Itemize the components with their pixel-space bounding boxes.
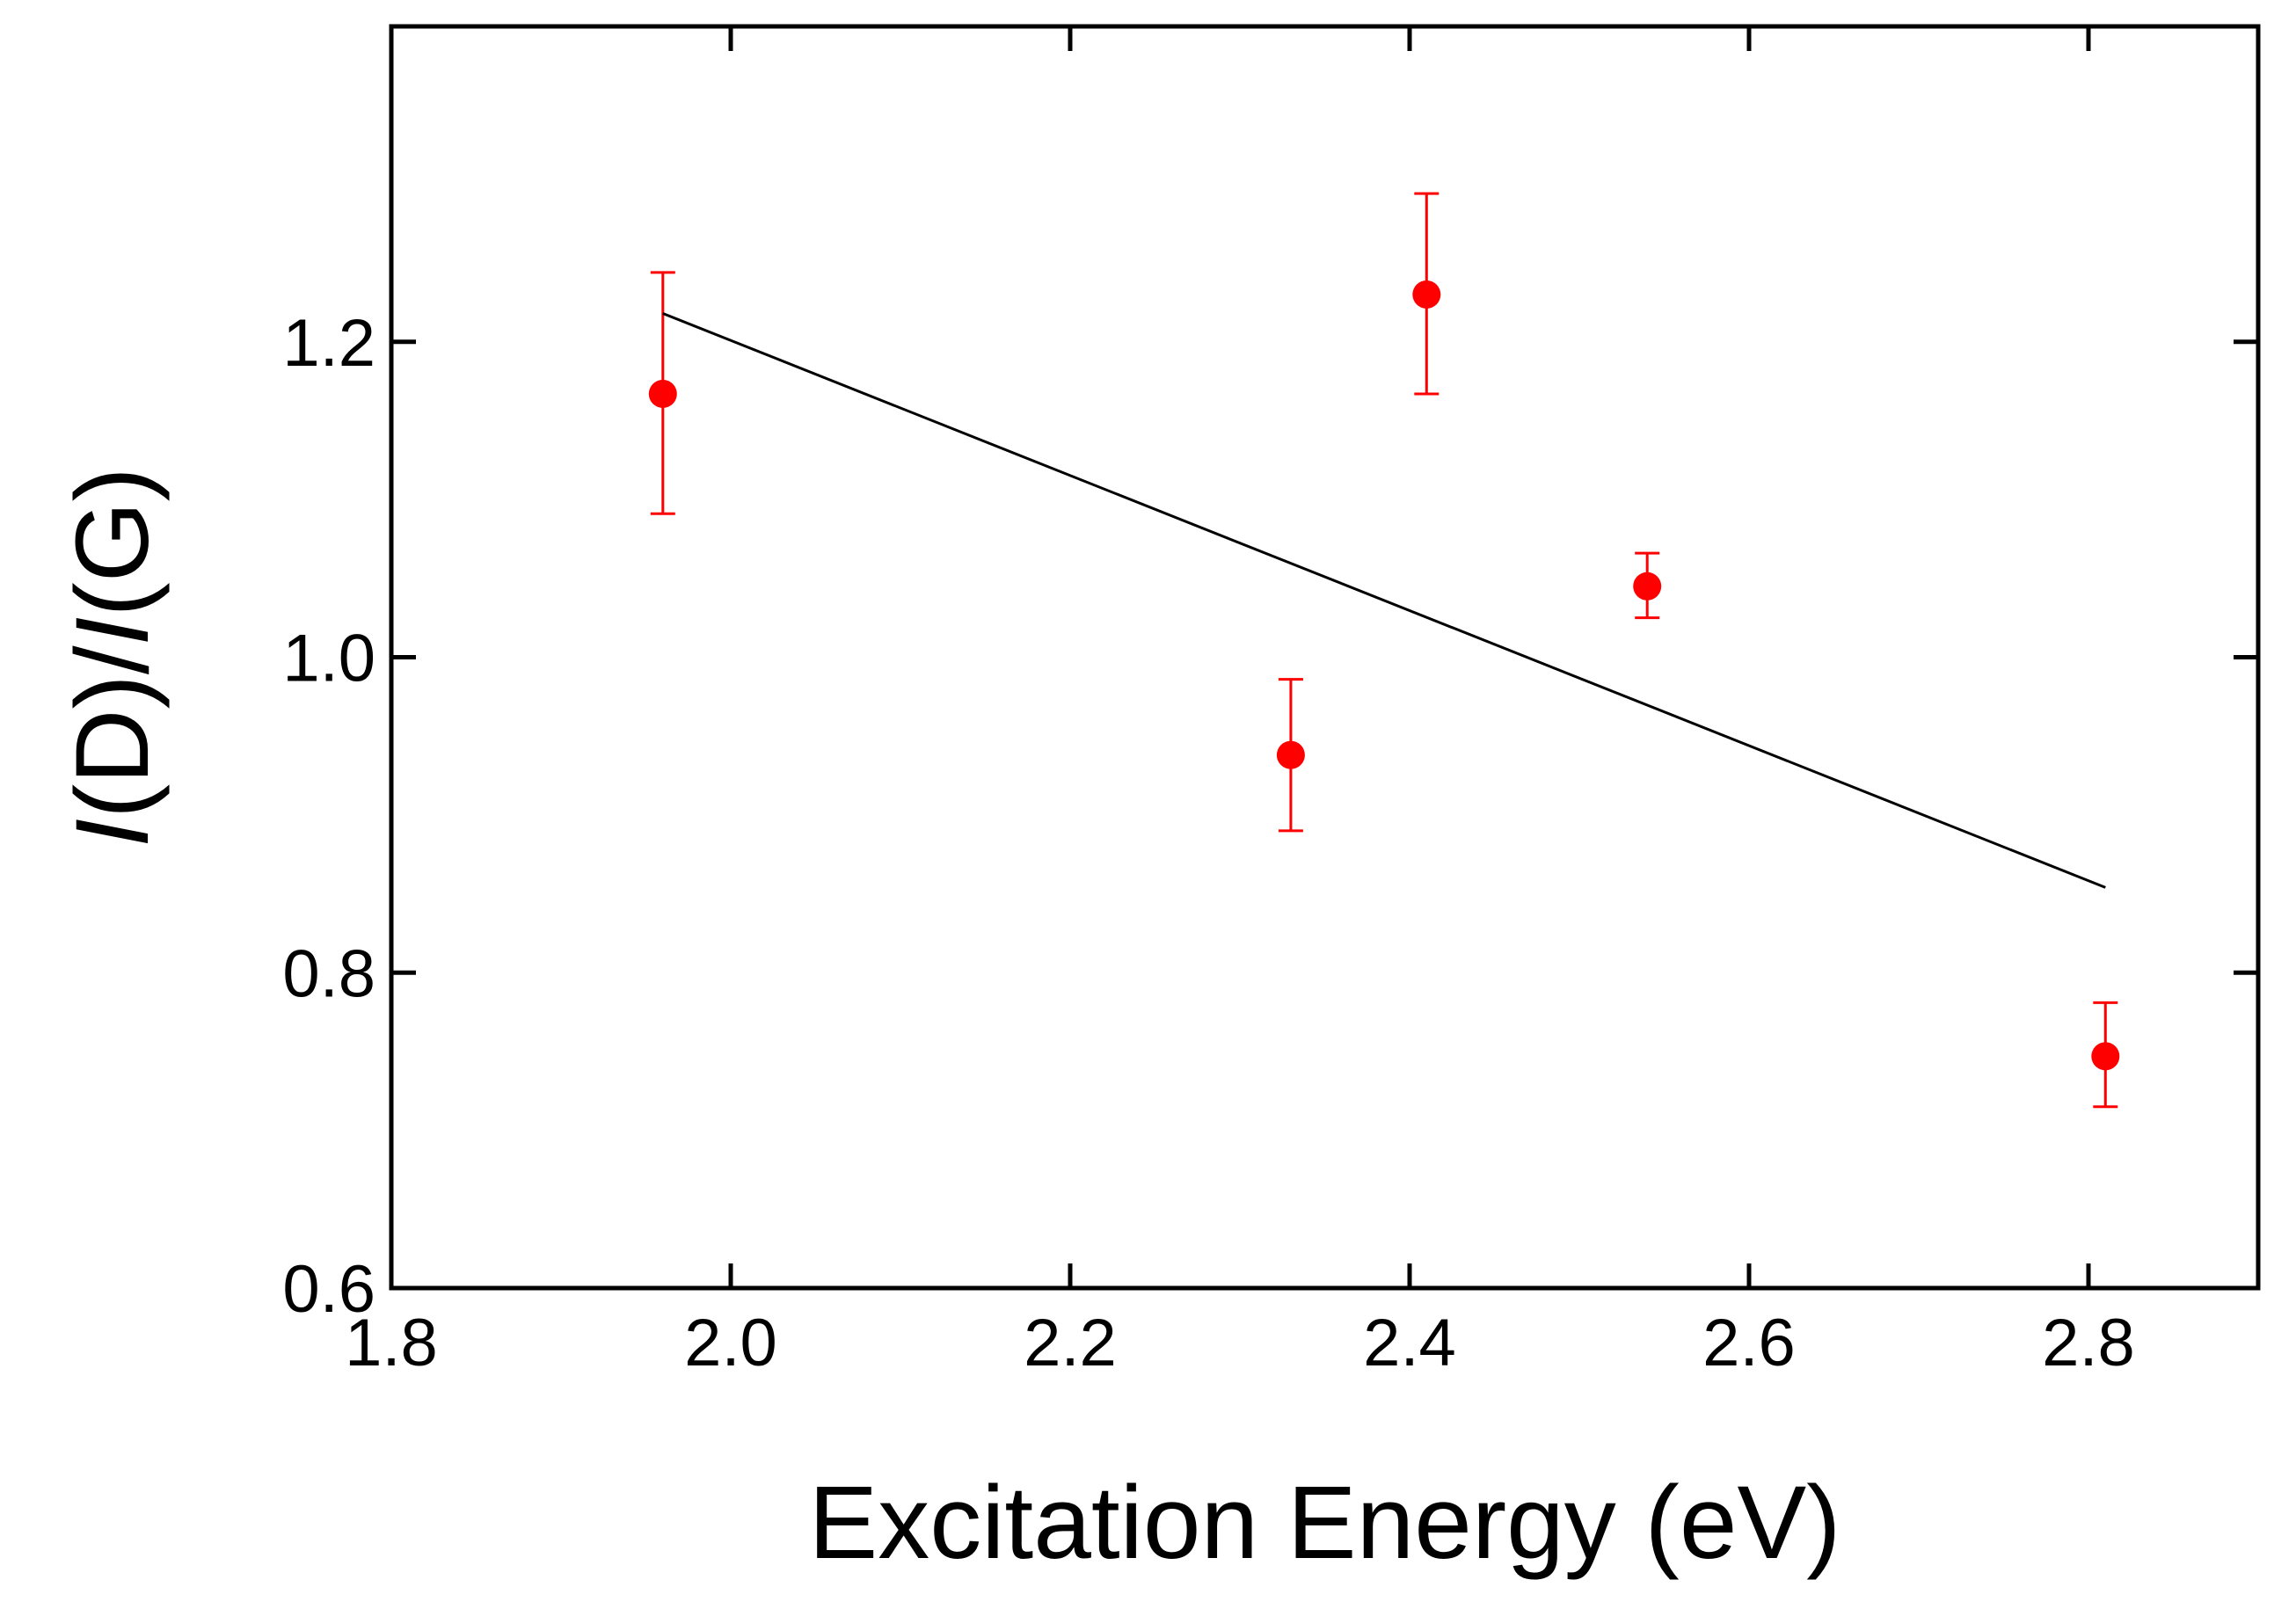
y-axis-title-part: (D)/	[55, 645, 171, 819]
y-axis-ticks: 0.6 0.8 1.0 1.2	[282, 306, 2258, 1327]
data-point	[2091, 1042, 2120, 1071]
x-tick-label: 2.4	[1363, 1306, 1456, 1380]
y-axis-title-part: I	[55, 617, 171, 646]
x-tick-label: 1.8	[345, 1306, 438, 1380]
y-tick-label: 0.8	[282, 936, 375, 1011]
x-tick-label: 2.2	[1024, 1306, 1117, 1380]
y-tick-label: 1.2	[282, 306, 375, 381]
data-point	[648, 379, 677, 408]
x-axis-ticks: 1.8 2.0 2.2 2.4 2.6 2.8	[345, 26, 2135, 1380]
x-axis-title: Excitation Energy (eV)	[809, 1465, 1841, 1581]
plot-area	[648, 192, 2120, 1109]
y-axis-title-part: (G)	[55, 467, 171, 616]
x-tick-label: 2.0	[684, 1306, 777, 1380]
y-tick-label: 0.6	[282, 1252, 375, 1327]
plot-frame	[389, 24, 2261, 1291]
data-point	[1276, 740, 1305, 769]
y-axis-title-part: I	[55, 819, 171, 848]
x-tick-label: 2.6	[1702, 1306, 1796, 1380]
y-tick-label: 1.0	[282, 622, 375, 696]
fit-line	[662, 312, 2106, 889]
data-point	[1412, 280, 1441, 309]
x-tick-label: 2.8	[2042, 1306, 2135, 1380]
y-axis-title: I(D)/I(G)	[55, 467, 171, 848]
data-point	[1633, 572, 1662, 601]
